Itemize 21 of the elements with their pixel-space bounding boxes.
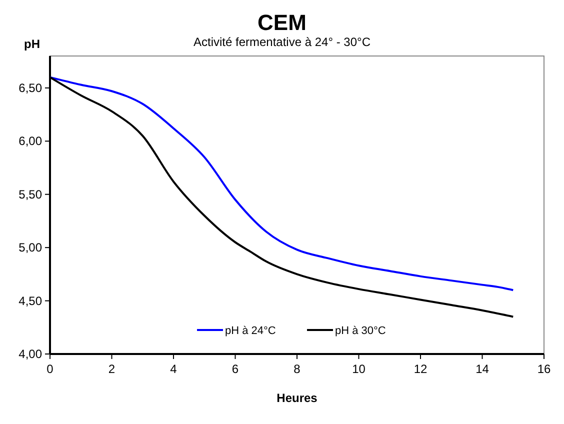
x-tick-label: 4 — [170, 362, 178, 376]
x-tick-label: 12 — [414, 362, 428, 376]
chart-title: CEM — [258, 10, 306, 35]
legend-label: pH à 30°C — [335, 325, 386, 337]
legend-label: pH à 24°C — [225, 325, 276, 337]
y-tick-label: 4,50 — [18, 294, 42, 308]
x-tick-label: 16 — [537, 362, 551, 376]
y-tick-label: 6,00 — [18, 134, 42, 148]
x-tick-label: 14 — [476, 362, 490, 376]
y-tick-label: 6,50 — [18, 80, 42, 95]
y-axis-title: pH — [24, 37, 40, 51]
x-tick-label: 10 — [352, 362, 366, 376]
chart-subtitle: Activité fermentative à 24° - 30°C — [193, 35, 371, 49]
y-tick-label: 4,00 — [18, 347, 42, 361]
x-tick-label: 8 — [294, 362, 301, 376]
x-tick-label: 2 — [108, 362, 116, 376]
x-tick-label: 0 — [46, 362, 54, 376]
x-tick-label: 6 — [232, 362, 239, 376]
x-axis-title: Heures — [276, 391, 318, 405]
y-tick-label: 5,00 — [18, 240, 42, 255]
y-tick-label: 5,50 — [18, 187, 42, 202]
